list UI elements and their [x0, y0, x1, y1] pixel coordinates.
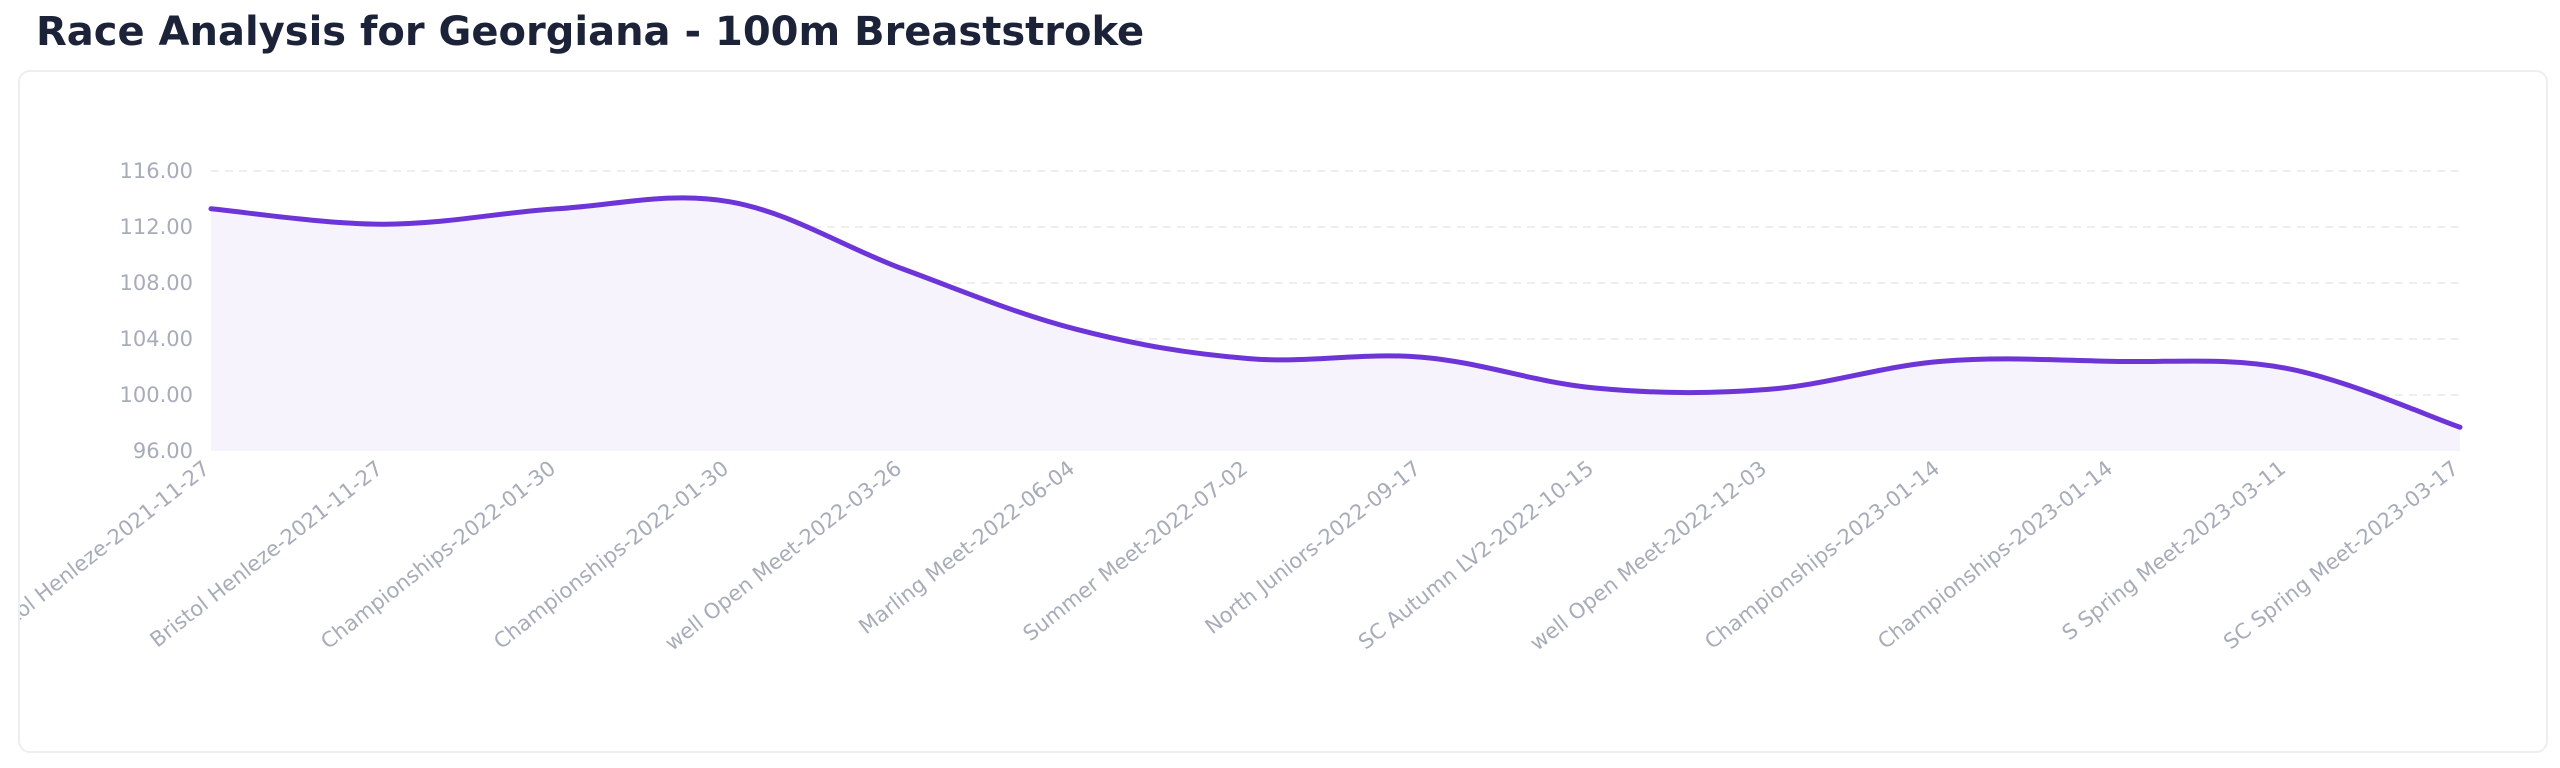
series-area	[211, 197, 2460, 451]
data-point[interactable]	[1246, 356, 1252, 362]
data-point[interactable]	[2457, 424, 2463, 430]
data-point[interactable]	[381, 221, 387, 227]
series-line	[208, 195, 2463, 430]
page-title: Race Analysis for Georgiana - 100m Breas…	[36, 9, 1145, 55]
y-axis-ticks: 96.00 100.00 104.00 108.00 112.00 116.00	[120, 159, 193, 463]
y-tick-label: 112.00	[120, 215, 193, 239]
y-tick-label: 116.00	[120, 159, 193, 183]
data-point[interactable]	[1938, 358, 1944, 364]
data-point[interactable]	[1419, 354, 1425, 360]
series-path	[208, 195, 2463, 430]
data-point[interactable]	[727, 199, 733, 205]
data-point[interactable]	[1765, 386, 1771, 392]
y-tick-label: 104.00	[120, 327, 193, 351]
data-point[interactable]	[900, 266, 906, 272]
data-point[interactable]	[2284, 365, 2290, 371]
line-chart: 96.00 100.00 104.00 108.00 112.00 116.00 Bris…	[20, 159, 2463, 655]
data-point[interactable]	[1073, 326, 1079, 332]
data-point[interactable]	[554, 206, 560, 212]
y-tick-label: 96.00	[133, 439, 193, 463]
y-tick-label: 108.00	[120, 271, 193, 295]
chart-card: 96.00 100.00 104.00 108.00 112.00 116.00 Bris…	[18, 70, 2548, 753]
data-point[interactable]	[1592, 385, 1598, 391]
data-point[interactable]	[208, 206, 214, 212]
data-point[interactable]	[2111, 358, 2117, 364]
area-fill	[211, 197, 2460, 451]
y-tick-label: 100.00	[120, 383, 193, 407]
